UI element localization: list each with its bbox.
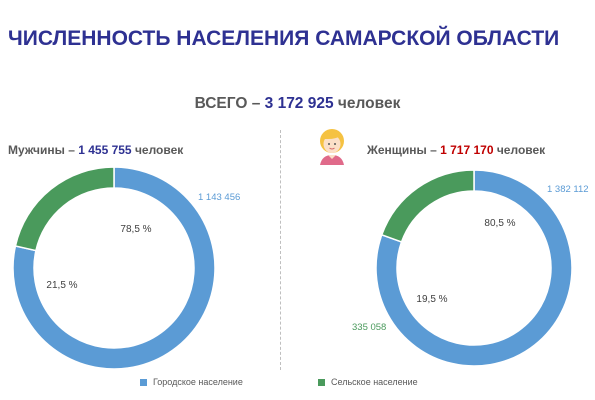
legend-swatch-rural bbox=[318, 378, 325, 386]
percent-label: 19,5 % bbox=[416, 294, 447, 305]
legend-label-urban: Городское население bbox=[153, 377, 243, 387]
men-heading: Мужчины – 1 455 755 человек bbox=[8, 143, 183, 157]
value-label: 1 143 456 bbox=[198, 192, 240, 203]
percent-label: 80,5 % bbox=[484, 218, 515, 229]
value-label: 1 382 112 bbox=[547, 184, 589, 195]
men-donut-chart: 78,5 % 21,5 % 1 143 456 bbox=[12, 166, 240, 370]
total-prefix: ВСЕГО – bbox=[194, 95, 265, 112]
percent-label: 21,5 % bbox=[46, 280, 77, 291]
percent-label: 78,5 % bbox=[120, 224, 151, 235]
legend-swatch-urban bbox=[140, 378, 147, 386]
section-divider bbox=[280, 130, 281, 370]
women-prefix: Женщины – bbox=[367, 143, 441, 157]
women-suffix: человек bbox=[493, 143, 546, 157]
legend-label-rural: Сельское население bbox=[331, 377, 418, 387]
donut-slice-urban bbox=[375, 169, 573, 367]
women-donut-chart: 80,5 % 19,5 % 1 382 112 335 058 bbox=[352, 169, 589, 367]
men-value: 1 455 755 bbox=[78, 143, 132, 157]
woman-avatar-icon bbox=[320, 129, 344, 165]
legend-item-urban: Городское население bbox=[140, 377, 243, 387]
women-heading: Женщины – 1 717 170 человек bbox=[367, 143, 545, 157]
women-value: 1 717 170 bbox=[440, 143, 494, 157]
total-population: ВСЕГО – 3 172 925 человек bbox=[0, 95, 595, 113]
donut-slice-urban bbox=[12, 166, 216, 370]
total-suffix: человек bbox=[333, 95, 401, 112]
men-prefix: Мужчины – bbox=[8, 143, 79, 157]
total-value: 3 172 925 bbox=[264, 95, 334, 112]
page-title: ЧИСЛЕННОСТЬ НАСЕЛЕНИЯ САМАРСКОЙ ОБЛАСТИ bbox=[8, 27, 560, 50]
value-label: 335 058 bbox=[352, 322, 386, 333]
men-suffix: человек bbox=[131, 143, 184, 157]
donut-slice-rural bbox=[380, 169, 475, 243]
donut-slice-rural bbox=[14, 166, 115, 252]
legend-item-rural: Сельское население bbox=[318, 377, 418, 387]
